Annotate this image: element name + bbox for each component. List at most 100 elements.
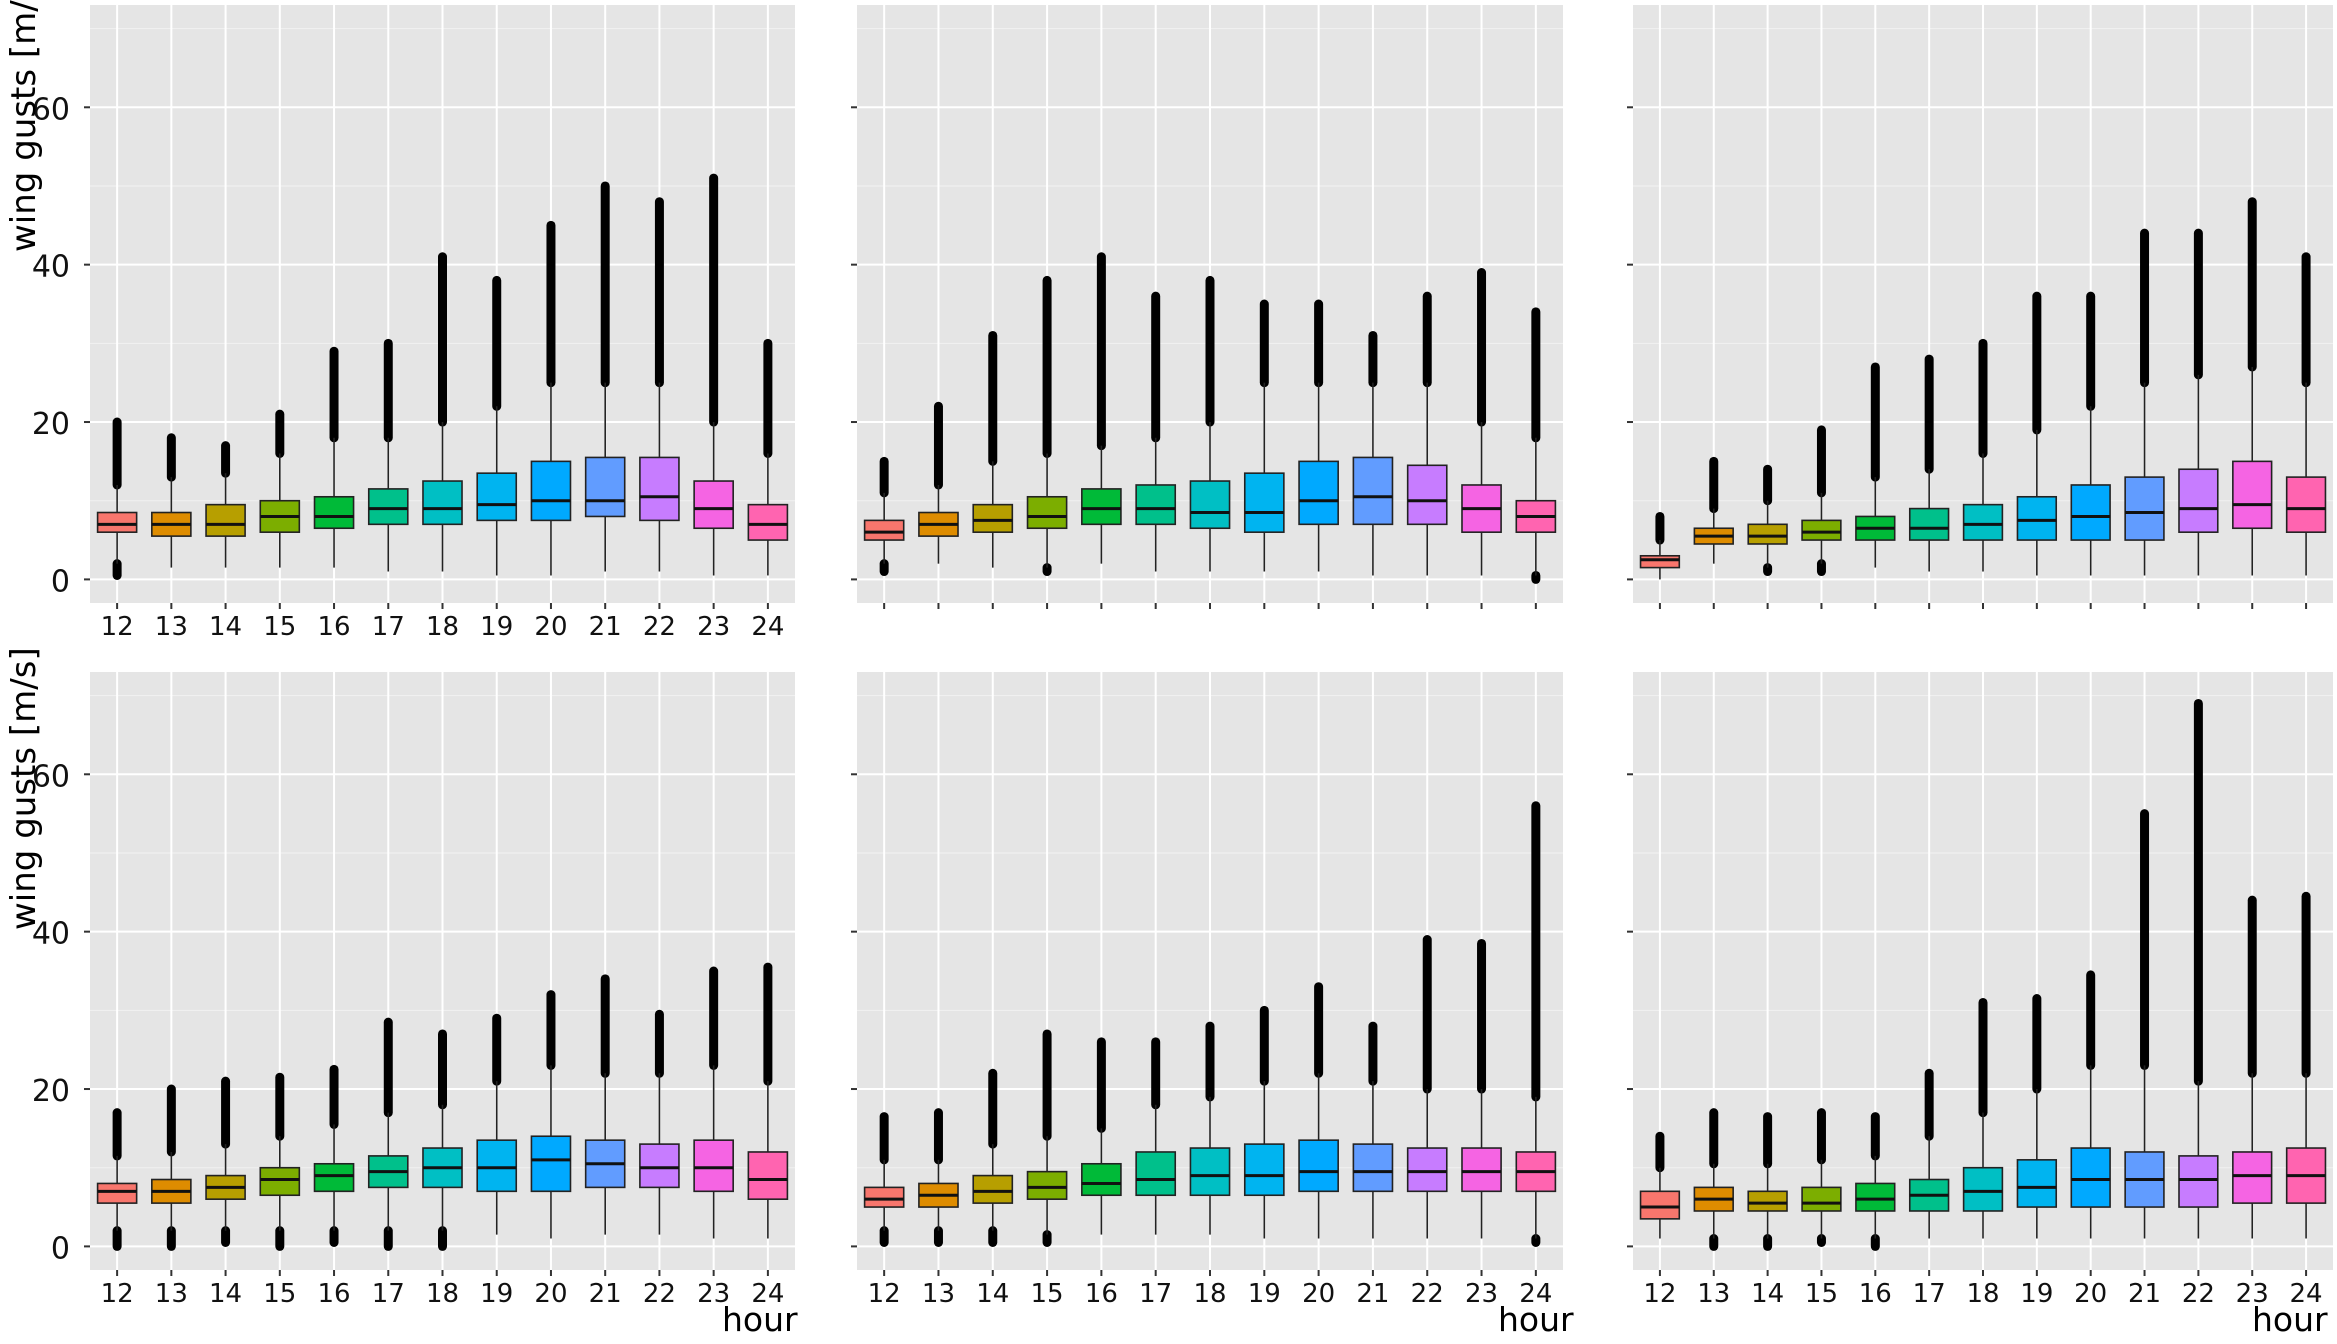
x-tick-label: 24 (751, 612, 784, 642)
x-axis-title-left: hour (722, 1300, 798, 1339)
box-body (639, 1143, 680, 1189)
x-tick-label: 14 (976, 1279, 1009, 1309)
x-tick-label: 21 (589, 612, 622, 642)
box-body (2124, 476, 2165, 541)
box-body (1026, 1170, 1068, 1200)
box-body (2070, 1147, 2111, 1208)
x-tick-label: 21 (1356, 1279, 1389, 1309)
box-body (863, 519, 905, 541)
y-tick-label: 60 (32, 759, 70, 794)
box-body (1908, 507, 1950, 541)
x-tick-label: 18 (426, 1279, 459, 1309)
box-19 (476, 1013, 518, 1235)
box-15 (1801, 425, 1842, 577)
box-21 (1352, 330, 1394, 576)
box-17 (367, 338, 409, 572)
box-body (313, 495, 355, 530)
box-body (476, 1139, 518, 1193)
box-18 (1189, 1021, 1231, 1235)
box-23 (693, 966, 734, 1239)
box-21 (584, 181, 626, 572)
box-body (584, 456, 626, 518)
box-body (2285, 476, 2327, 533)
box-body (1081, 1162, 1122, 1197)
box-14 (205, 441, 246, 568)
y-tick-label: 40 (32, 917, 70, 952)
box-body (96, 511, 138, 533)
box-13 (151, 1084, 192, 1251)
box-body (1801, 519, 1842, 541)
box-13 (1693, 456, 1734, 564)
x-tick-label: 24 (1519, 1279, 1552, 1309)
x-tick-label: 18 (1966, 1279, 1999, 1309)
box-body (2016, 1159, 2058, 1208)
x-tick-label: 13 (155, 1279, 188, 1309)
box-body (1298, 460, 1339, 526)
x-tick-label: 15 (263, 1279, 296, 1309)
x-tick-label: 16 (317, 1279, 350, 1309)
x-tick-label: 12 (1643, 1279, 1676, 1309)
box-21 (584, 974, 626, 1235)
box-12 (863, 456, 905, 577)
box-14 (1747, 1112, 1788, 1251)
y-axis-title-top: wing gusts [m/s] (4, 0, 44, 252)
box-15 (259, 1072, 301, 1251)
x-tick-label: 20 (2074, 1279, 2107, 1309)
x-tick-label: 22 (643, 1279, 676, 1309)
box-body (2178, 1155, 2219, 1208)
box-body (1352, 456, 1394, 526)
panel-top-left: 0 20 40 60 12 13 14 15 16 17 18 19 20 21 22 23 24 (32, 5, 795, 642)
box-body (530, 1135, 572, 1193)
x-tick-label: 13 (1697, 1279, 1730, 1309)
box-12 (96, 1108, 138, 1251)
box-19 (1243, 299, 1285, 572)
box-12 (96, 417, 138, 580)
box-17 (367, 1017, 409, 1251)
box-14 (972, 1068, 1014, 1247)
box-22 (639, 1009, 680, 1235)
x-tick-label: 19 (2020, 1279, 2053, 1309)
box-15 (1026, 1029, 1068, 1247)
box-16 (1855, 1112, 1896, 1251)
box-19 (2016, 994, 2058, 1239)
box-21 (2124, 228, 2165, 576)
box-body (1189, 1147, 1231, 1197)
x-tick-label: 21 (2128, 1279, 2161, 1309)
y-tick-label: 0 (51, 1231, 70, 1266)
box-13 (918, 1108, 959, 1247)
y-tick-label: 20 (32, 407, 70, 442)
box-17 (1908, 1068, 1950, 1239)
box-body (2178, 468, 2219, 533)
box-14 (1747, 464, 1788, 577)
x-tick-label: 23 (697, 612, 730, 642)
box-body (1461, 1147, 1502, 1193)
box-17 (1135, 291, 1177, 572)
y-tick-label: 20 (32, 1074, 70, 1109)
box-20 (2070, 291, 2111, 576)
box-19 (1243, 1005, 1285, 1239)
y-axis-title-bottom: wing gusts [m/s] (4, 647, 44, 930)
box-22 (1406, 935, 1448, 1239)
box-body (1135, 1151, 1177, 1197)
box-body (313, 1162, 355, 1193)
box-22 (1406, 291, 1448, 576)
box-body (1962, 1166, 2004, 1212)
box-body (639, 456, 680, 522)
panel-bottom-middle: 12 13 14 15 16 17 18 19 20 21 22 23 24 (851, 672, 1563, 1309)
box-21 (1352, 1021, 1394, 1239)
box-23 (1461, 938, 1502, 1239)
box-body (693, 1139, 734, 1193)
box-body (205, 503, 246, 537)
box-14 (972, 330, 1014, 568)
panel-bottom-left: 0 20 40 60 12 13 14 15 16 17 18 19 20 21 22 23 24 (32, 672, 795, 1309)
x-tick-label: 19 (480, 1279, 513, 1309)
box-body (1243, 472, 1285, 533)
box-16 (1855, 362, 1896, 568)
box-body (747, 1151, 789, 1200)
x-tick-label: 13 (155, 612, 188, 642)
box-body (1747, 523, 1788, 545)
box-23 (2232, 895, 2273, 1239)
x-tick-label: 22 (1411, 1279, 1444, 1309)
box-12 (1639, 1131, 1681, 1239)
